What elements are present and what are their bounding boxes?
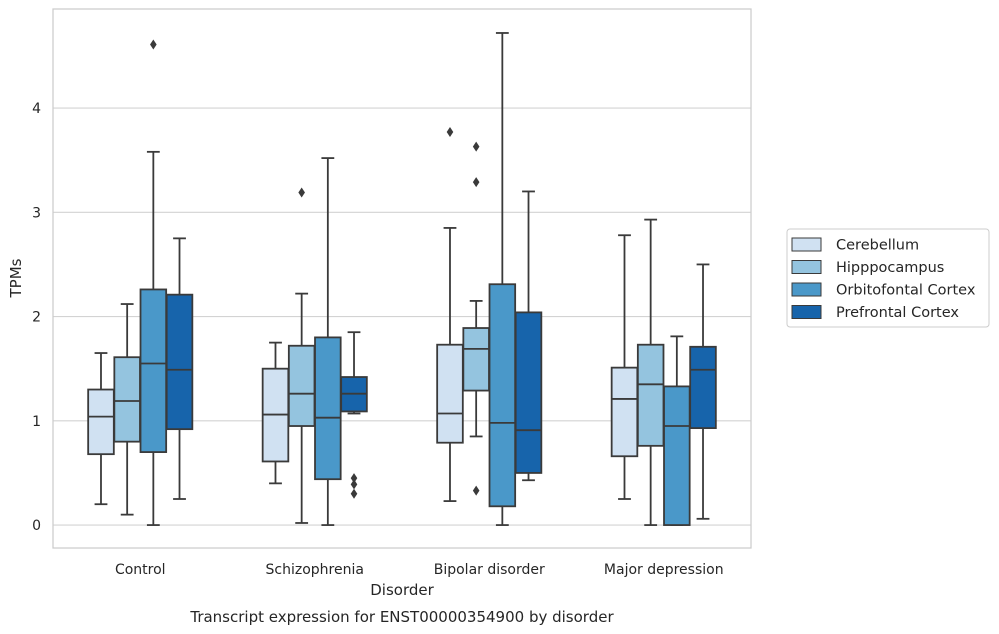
- box-body: [462, 327, 490, 392]
- outlier-point: [350, 473, 358, 484]
- y-tick-label: 3: [32, 205, 41, 221]
- legend-label: Hipppocampus: [836, 260, 944, 276]
- outlier-point: [150, 39, 157, 50]
- box-2-0: [436, 127, 464, 502]
- box-body: [514, 311, 543, 474]
- y-tick-label: 4: [32, 101, 41, 117]
- box-body: [113, 356, 141, 443]
- legend-label: Cerebellum: [836, 238, 919, 254]
- box-3-3: [689, 263, 717, 520]
- box-body: [663, 385, 691, 526]
- box-body: [165, 293, 194, 431]
- plot-background: [53, 9, 751, 548]
- outlier-point: [472, 177, 480, 188]
- box-body: [139, 288, 168, 453]
- legend-swatch: [791, 282, 822, 297]
- box-body: [287, 344, 316, 427]
- x-axis-label: Disorder: [370, 581, 434, 599]
- x-tick-label: Schizophrenia: [266, 562, 364, 578]
- y-tick-label: 1: [32, 414, 41, 430]
- box-3-2: [663, 335, 691, 526]
- outlier-point: [350, 479, 358, 490]
- legend-swatch: [791, 237, 822, 252]
- y-axis-label: TPMs: [7, 258, 25, 298]
- plot-frame: [52, 8, 752, 549]
- box-1-2: [314, 157, 342, 526]
- outlier-point: [298, 187, 305, 198]
- box-body: [488, 283, 517, 508]
- box-2-3: [514, 190, 543, 482]
- x-tick-labels: Control Schizophrenia Bipolar disorder Majo…: [115, 562, 724, 578]
- box-body: [689, 345, 717, 430]
- x-tick-label: Control: [115, 562, 166, 578]
- legend-label: Prefrontal Cortex: [836, 305, 959, 321]
- legend-swatch: [791, 260, 822, 274]
- y-tick-label: 0: [32, 518, 41, 534]
- boxes-layer: [87, 32, 717, 526]
- x-tick-label: Bipolar disorder: [434, 562, 545, 578]
- box-1-3: [340, 331, 368, 499]
- box-body: [636, 343, 665, 447]
- outlier-point: [350, 488, 358, 499]
- outlier-point: [446, 127, 454, 138]
- legend-label: Orbitofontal Cortex: [836, 283, 976, 299]
- y-tick-label: 2: [32, 310, 41, 326]
- outlier-point: [472, 485, 480, 496]
- legend: Cerebellum Hipppocampus Orbitofontal Corte…: [786, 228, 990, 328]
- legend-frame: [786, 228, 990, 328]
- box-2-2: [488, 32, 517, 526]
- outlier-point: [472, 141, 480, 152]
- box-0-3: [165, 237, 194, 500]
- chart-caption: Transcript expression for ENST0000035490…: [189, 608, 614, 626]
- legend-swatch: [791, 305, 822, 319]
- box-body: [87, 388, 115, 456]
- box-body: [610, 366, 639, 458]
- box-3-1: [636, 218, 665, 526]
- box-body: [314, 336, 342, 481]
- x-tick-label: Major depression: [604, 562, 724, 578]
- box-body: [436, 343, 464, 444]
- box-1-1: [287, 187, 316, 524]
- y-tick-labels: 0 1 2 3 4: [32, 101, 41, 534]
